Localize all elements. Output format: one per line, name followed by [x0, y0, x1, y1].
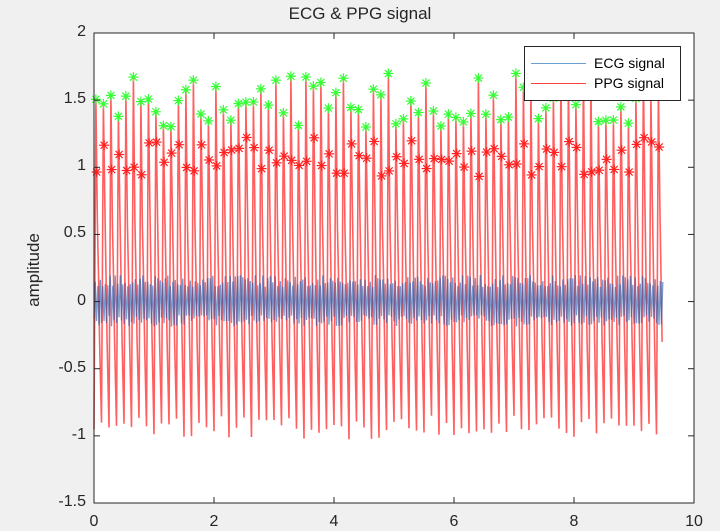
y-tick-label: -0.5 — [58, 358, 86, 376]
legend-item-ppg: PPG signal — [531, 74, 664, 92]
y-tick-label: -1.5 — [58, 493, 86, 510]
legend-label-ppg: PPG signal — [594, 75, 665, 91]
y-tick-label: -1 — [71, 425, 86, 443]
ecg-line-icon — [531, 62, 586, 64]
y-tick-label: 0.5 — [63, 224, 86, 242]
legend: ECG signal PPG signal — [524, 46, 681, 101]
x-tick-label: 0 — [89, 513, 99, 530]
y-tick-label: 0 — [77, 291, 86, 309]
legend-label-ecg: ECG signal — [594, 55, 665, 71]
chart-title: ECG & PPG signal — [288, 4, 432, 23]
legend-item-ecg: ECG signal — [531, 54, 665, 72]
y-tick-label: 1 — [77, 157, 86, 175]
x-tick-label: 4 — [329, 513, 339, 530]
x-tick-label: 2 — [209, 513, 219, 530]
x-tick-label: 6 — [449, 513, 459, 530]
ppg-line-icon — [531, 82, 586, 84]
y-tick-label: 1.5 — [63, 90, 86, 108]
x-tick-label: 8 — [569, 513, 579, 530]
y-tick-label: 2 — [77, 23, 86, 40]
x-tick-label: 10 — [685, 513, 703, 530]
